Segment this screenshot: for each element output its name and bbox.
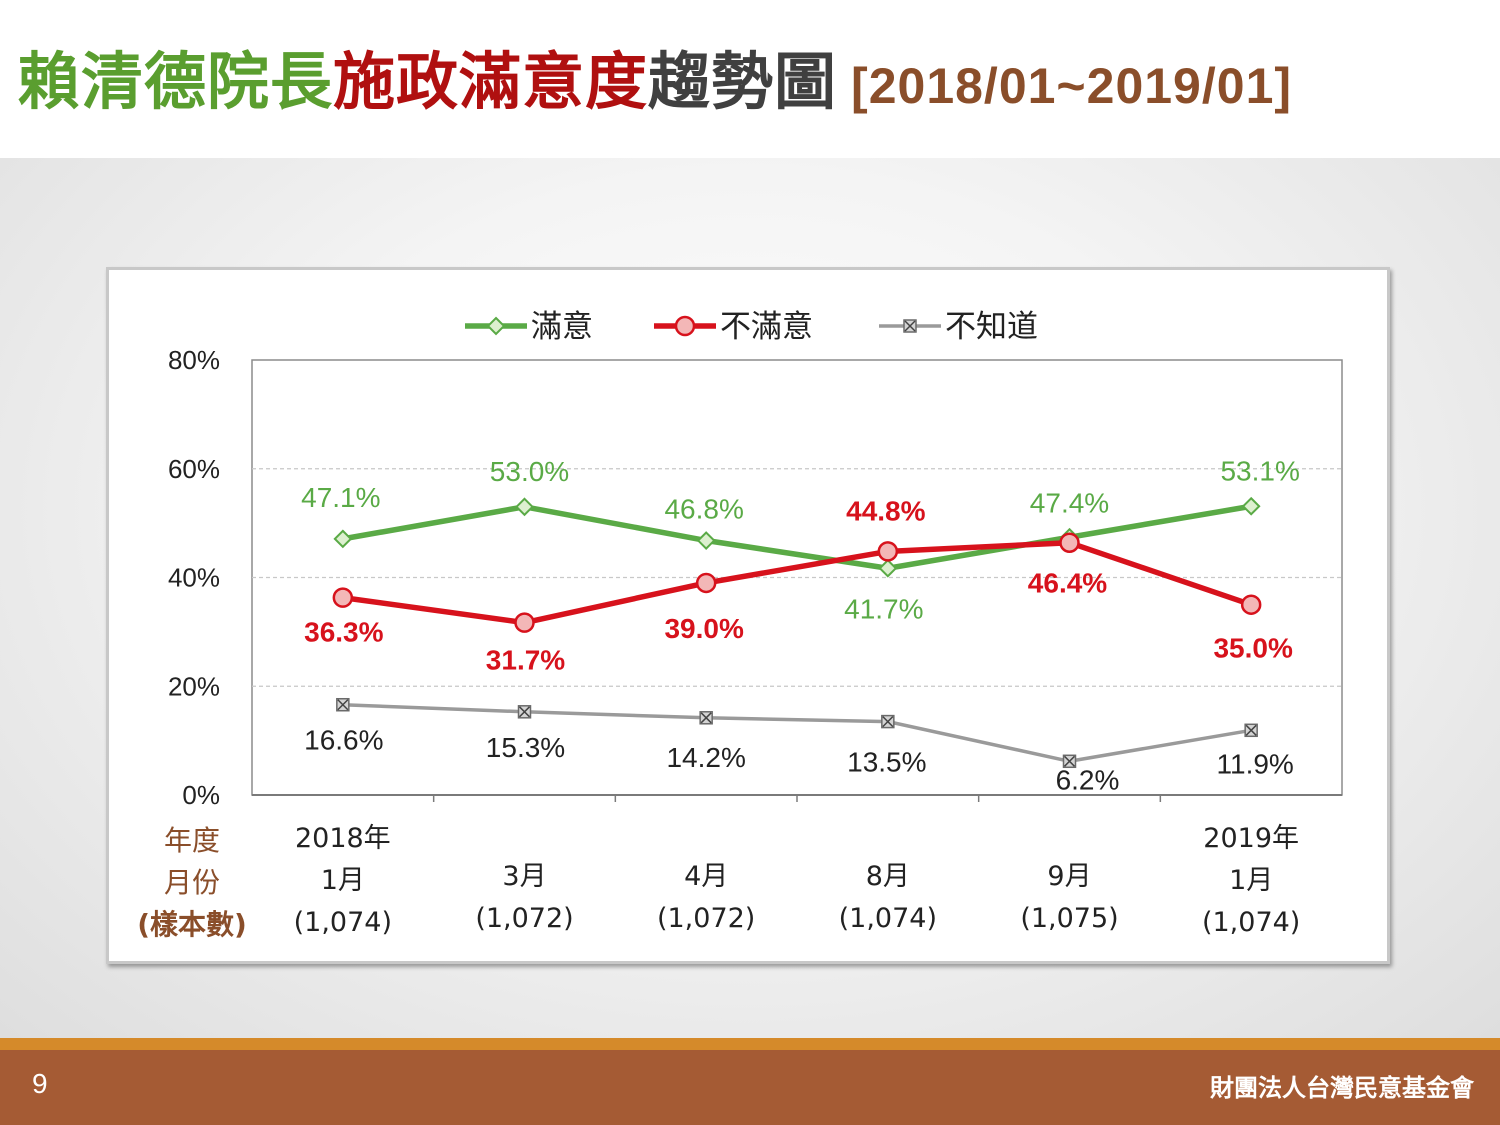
data-label: 53.0%	[490, 456, 569, 487]
legend-entry: 滿意	[531, 309, 593, 345]
x-category-label: 8月	[866, 861, 910, 892]
data-point-marker	[696, 531, 716, 550]
data-label: 31.7%	[486, 645, 565, 676]
title-part-green: 賴清德院長	[18, 45, 334, 118]
data-point-marker-cross	[1063, 755, 1076, 767]
data-label: 46.4%	[1028, 568, 1107, 599]
data-label: 35.0%	[1213, 633, 1292, 664]
series-line	[342, 702, 1252, 764]
data-label: 46.8%	[664, 494, 743, 525]
x-category-label: 4月	[684, 861, 728, 892]
y-tick-label: 80%	[168, 345, 220, 375]
title-bar: 賴清德院長施政滿意度趨勢圖 [2018/01~2019/01]	[0, 0, 1500, 158]
data-label: 14.2%	[666, 742, 745, 773]
chart-panel: 0% 20% 40% 60% 80% 年度月份 (樣本數) 2018年 1月 (1,074) 3月 (…	[106, 267, 1390, 964]
legend-entry: 不知道	[945, 309, 1038, 345]
x-category-label: (1,074)	[294, 907, 392, 938]
data-point-marker	[514, 612, 535, 633]
title-date-range: [2018/01~2019/01]	[851, 58, 1293, 114]
category-row-label: 月份	[164, 866, 220, 899]
data-label: 36.3%	[304, 617, 383, 648]
x-category-label: (1,074)	[839, 903, 937, 934]
footer-accent-strip	[0, 1038, 1500, 1050]
legend-entry: 不滿意	[720, 309, 813, 345]
x-category-label: (1,075)	[1020, 903, 1118, 934]
page-title: 賴清德院長施政滿意度趨勢圖 [2018/01~2019/01]	[18, 42, 1292, 126]
data-point-marker	[878, 558, 898, 578]
x-category-label: 2019年	[1203, 823, 1299, 854]
data-label: 16.6%	[304, 725, 383, 756]
data-label: 39.0%	[664, 613, 743, 644]
data-point-marker	[877, 541, 899, 562]
data-label: 15.3%	[486, 732, 565, 763]
category-row-label: (樣本數)	[137, 908, 247, 941]
data-point-marker-cross	[1245, 724, 1257, 736]
data-point-marker-cross	[518, 706, 531, 718]
y-tick-label: 40%	[168, 563, 220, 593]
data-point-marker	[332, 587, 354, 608]
data-point-marker	[1240, 594, 1262, 615]
x-category-label: (1,072)	[657, 903, 755, 934]
data-point-marker	[1059, 532, 1080, 553]
series-line	[342, 503, 1252, 572]
title-part-red: 施政滿意度	[333, 45, 649, 118]
data-label: 6.2%	[1056, 764, 1120, 795]
series-line	[342, 539, 1253, 626]
x-category-label: 1月	[1229, 865, 1273, 896]
x-category-label: 2018年	[295, 823, 391, 854]
x-category-label: (1,072)	[475, 903, 573, 934]
data-label: 13.5%	[847, 747, 926, 778]
data-point-marker	[333, 529, 353, 549]
data-label: 41.7%	[844, 593, 923, 624]
x-category-label: (1,074)	[1202, 907, 1300, 938]
data-point-marker-cross	[700, 712, 712, 724]
y-tick-label: 20%	[168, 671, 220, 701]
legend-swatch-marker	[486, 316, 506, 336]
data-label: 44.8%	[846, 495, 925, 526]
data-point-marker	[515, 497, 534, 517]
data-label: 53.1%	[1220, 455, 1299, 486]
y-tick-label: 60%	[168, 454, 220, 484]
title-part-dark: 趨勢圖	[648, 45, 838, 118]
data-label: 47.1%	[301, 482, 380, 513]
category-row-label: 年度	[164, 824, 220, 857]
page-number: 9	[32, 1068, 48, 1099]
data-point-marker	[1241, 496, 1261, 516]
data-point-marker-cross	[337, 699, 349, 711]
data-point-marker-cross	[882, 716, 894, 728]
legend-swatch-marker	[674, 315, 696, 337]
data-point-marker	[695, 572, 717, 594]
x-category-label: 1月	[321, 865, 365, 896]
data-label: 11.9%	[1217, 748, 1294, 779]
footer-bar	[0, 1050, 1500, 1125]
y-tick-label: 0%	[182, 780, 220, 810]
data-label: 47.4%	[1030, 487, 1109, 518]
organization-name: 財團法人台灣民意基金會	[1210, 1074, 1474, 1102]
x-category-label: 3月	[502, 861, 546, 892]
legend-swatch-marker-cross	[904, 320, 916, 332]
x-category-label: 9月	[1047, 861, 1091, 892]
